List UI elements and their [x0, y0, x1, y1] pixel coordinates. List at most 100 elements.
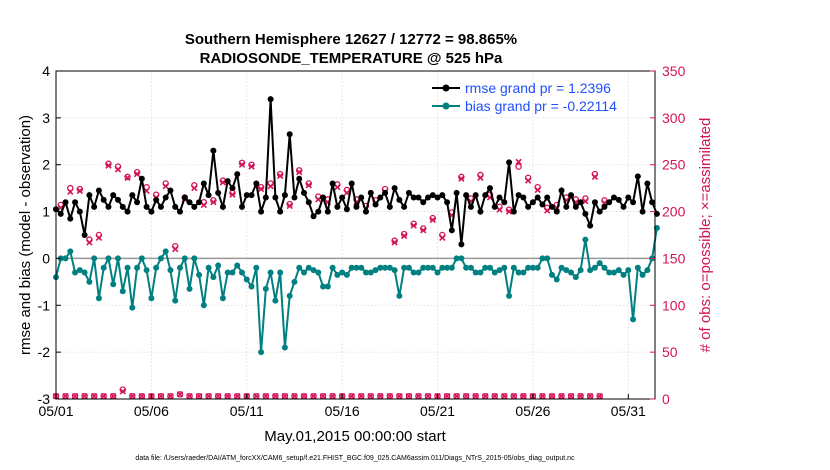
assimilated-obs-point: [577, 393, 584, 400]
y-right-tick-label: 250: [662, 157, 686, 173]
bias-point: [248, 283, 255, 290]
rmse-point: [348, 180, 355, 187]
bias-point: [634, 264, 641, 271]
bias-point: [405, 264, 412, 271]
bias-point: [296, 264, 303, 271]
bias-point: [210, 274, 217, 281]
assimilated-obs-point: [124, 174, 131, 181]
rmse-point: [596, 208, 603, 215]
bias-point: [644, 267, 651, 274]
rmse-point: [157, 203, 164, 210]
assimilated-obs-point: [162, 183, 169, 190]
assimilated-obs-point: [205, 393, 212, 400]
rmse-point: [439, 192, 446, 199]
rmse-point: [444, 199, 451, 206]
rmse-point: [582, 210, 589, 217]
bias-point: [267, 269, 274, 276]
bias-point: [124, 264, 131, 271]
assimilated-obs-point: [133, 170, 141, 178]
assimilated-obs-point: [534, 186, 541, 194]
rmse-point: [57, 210, 64, 217]
rmse-point: [167, 187, 174, 194]
bias-point: [238, 269, 245, 276]
rmse-point: [491, 203, 498, 210]
rmse-point: [334, 203, 341, 210]
rmse-point: [219, 203, 226, 210]
assimilated-obs-point: [386, 393, 394, 400]
assimilated-obs-point: [281, 393, 289, 400]
rmse-point: [143, 203, 150, 210]
bias-point: [339, 269, 346, 276]
rmse-point: [119, 203, 126, 210]
rmse-point: [577, 199, 584, 206]
assimilated-obs-point: [491, 393, 498, 400]
rmse-point: [506, 159, 513, 166]
rmse-point: [172, 203, 179, 210]
assimilated-obs-point: [176, 391, 184, 398]
y-left-tick-label: 1: [42, 204, 50, 220]
x-tick-label: 05/21: [420, 403, 455, 419]
bias-point: [401, 264, 408, 271]
assimilated-obs-point: [296, 169, 303, 176]
bias-point: [525, 264, 532, 271]
bias-point: [568, 269, 575, 276]
rmse-point: [210, 147, 217, 154]
assimilated-obs-point: [253, 393, 260, 400]
y-left-tick-label: -3: [38, 391, 51, 407]
bias-point: [606, 269, 613, 276]
y-left-tick-label: -2: [38, 344, 51, 360]
rmse-point: [258, 208, 265, 215]
bias-point: [281, 344, 288, 351]
assimilated-obs-point: [71, 393, 79, 400]
assimilated-obs-point: [582, 198, 589, 205]
assimilated-obs-point: [286, 202, 293, 210]
rmse-point: [129, 192, 136, 199]
assimilated-obs-point: [520, 393, 527, 400]
rmse-point: [191, 203, 198, 210]
y-left-tick-label: 4: [42, 63, 50, 79]
bias-point: [610, 269, 617, 276]
assimilated-obs-point: [558, 393, 565, 400]
rmse-point: [320, 194, 327, 201]
y-right-tick-label: 350: [662, 63, 686, 79]
bias-point: [596, 260, 603, 267]
bias-point: [548, 271, 555, 278]
assimilated-obs-point: [420, 227, 427, 234]
assimilated-obs-point: [200, 201, 208, 209]
rmse-point: [67, 215, 74, 222]
bias-point: [253, 264, 260, 271]
assimilated-obs-point: [510, 393, 517, 400]
bias-point: [429, 264, 436, 271]
y-right-tick-label: 100: [662, 297, 686, 313]
rmse-point: [62, 199, 69, 206]
assimilated-obs-point: [429, 216, 436, 224]
assimilated-obs-point: [138, 393, 146, 400]
assimilated-obs-point: [310, 393, 317, 400]
bias-point: [491, 269, 498, 276]
possible-obs-point: [515, 163, 522, 170]
bias-point: [148, 295, 155, 302]
assimilated-obs-point: [172, 245, 179, 253]
assimilated-obs-point: [377, 393, 384, 400]
rmse-point: [563, 203, 570, 210]
bias-point: [334, 271, 341, 278]
bias-point: [277, 269, 284, 276]
rmse-point: [525, 203, 532, 210]
bias-point: [219, 295, 226, 302]
bias-point: [167, 267, 174, 274]
bias-point: [72, 269, 79, 276]
assimilated-obs-point: [95, 234, 103, 241]
rmse-point: [539, 201, 546, 208]
plot-frame: [55, 70, 656, 400]
rmse-point: [138, 175, 145, 182]
assimilated-obs-point: [210, 199, 217, 206]
rmse-point: [558, 187, 565, 194]
bias-point: [563, 267, 570, 274]
bias-point: [396, 292, 403, 299]
bias-point: [324, 283, 331, 290]
rmse-point: [391, 185, 398, 192]
bias-point: [134, 264, 141, 271]
rmse-point: [162, 194, 169, 201]
y-left-tick-label: -1: [38, 297, 51, 313]
rmse-point: [620, 203, 627, 210]
